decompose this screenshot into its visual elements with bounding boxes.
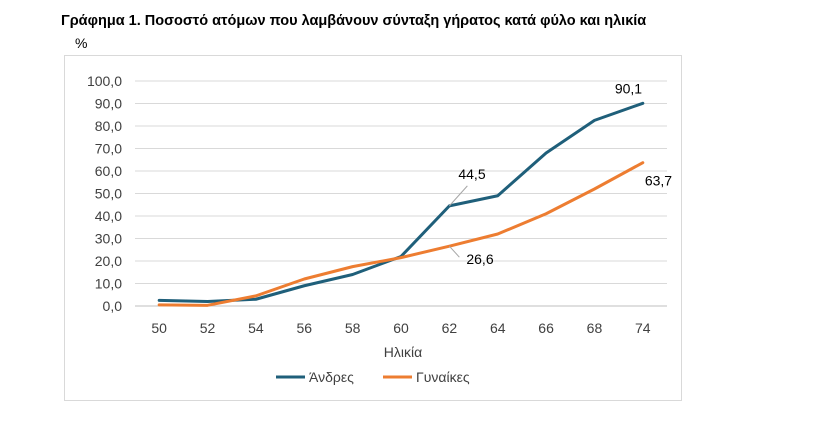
data-label: 44,5 [458,166,485,182]
x-tick-label: 62 [442,320,458,336]
y-tick-label: 0,0 [103,298,123,314]
data-labels: 90,1 44,5 26,6 63,7 [448,80,672,267]
y-tick-label: 70,0 [95,141,122,157]
x-tick-label: 74 [635,320,651,336]
y-tick-label: 40,0 [95,208,122,224]
y-tick-label: 10,0 [95,276,122,292]
x-tick-label: 60 [393,320,409,336]
x-tick-label: 50 [151,320,167,336]
x-tick-label: 52 [200,320,216,336]
data-label-leader [448,185,468,207]
y-tick-label: 30,0 [95,231,122,247]
x-tick-label: 66 [538,320,554,336]
y-axis-unit: % [75,35,88,51]
gridlines [135,80,667,307]
legend-label: Άνδρες [309,369,354,385]
y-tick-label: 60,0 [95,163,122,179]
x-tick-label: 64 [490,320,506,336]
legend: Άνδρες Γυναίκες [276,369,470,385]
x-tick-label: 56 [296,320,312,336]
y-tick-label: 80,0 [95,118,122,134]
x-tick-label: 54 [248,320,264,336]
series-lines [157,101,645,307]
data-label: 26,6 [466,251,493,267]
series-line-1 [157,161,645,307]
chart-title: Γράφημα 1. Ποσοστό ατόμων που λαμβάνουν … [61,13,647,29]
x-tick-label: 58 [345,320,361,336]
legend-label: Γυναίκες [416,369,470,385]
data-label: 63,7 [645,173,672,189]
legend-item-0: Άνδρες [276,369,354,385]
y-tick-labels: 0,0 10,0 20,0 30,0 40,0 50,0 60,0 70,0 80,0 90,0 1… [87,73,122,314]
x-tick-labels: 50 52 54 56 58 60 62 64 66 68 74 [151,320,650,336]
chart-frame [64,55,682,401]
legend-item-1: Γυναίκες [383,369,470,385]
y-tick-label: 50,0 [95,186,122,202]
y-tick-label: 20,0 [95,253,122,269]
data-label-leader [448,245,460,258]
y-tick-label: 100,0 [87,73,122,89]
data-label: 90,1 [615,80,642,96]
x-tick-label: 68 [587,320,603,336]
y-tick-label: 90,0 [95,96,122,112]
x-axis-label: Ηλικία [384,344,422,360]
